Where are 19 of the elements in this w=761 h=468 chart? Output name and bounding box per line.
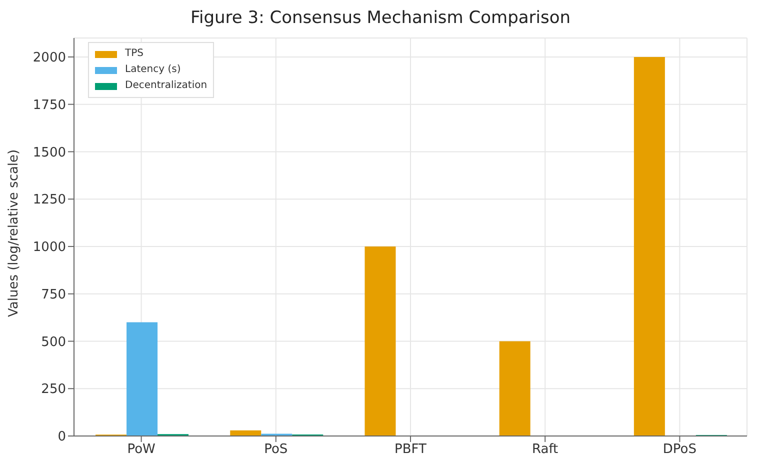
y-tick-label: 1250 (32, 192, 66, 208)
x-tick-label: Raft (532, 442, 558, 458)
x-tick-label: PoS (264, 442, 288, 458)
x-tick-label: DPoS (662, 442, 696, 458)
y-tick-label: 1500 (32, 145, 66, 160)
y-tick-label: 500 (41, 334, 66, 350)
y-tick-label: 2000 (32, 50, 66, 66)
y-tick-label: 250 (41, 382, 66, 398)
legend-label: Decentralization (125, 79, 208, 93)
legend-label: Latency (s) (125, 63, 181, 77)
y-tick-label: 1750 (32, 98, 66, 113)
y-tick-label: 750 (41, 287, 66, 302)
y-tick-label: 0 (58, 430, 66, 445)
x-tick-label: PoW (127, 442, 156, 458)
x-tick-label: PBFT (394, 442, 427, 458)
y-tick-label: 1000 (32, 240, 66, 256)
chart-title: Figure 3: Consensus Mechanism Comparison (189, 8, 572, 28)
y-axis-title: Values (log/relative scale) (6, 149, 22, 317)
legend-label: TPS (125, 47, 144, 61)
